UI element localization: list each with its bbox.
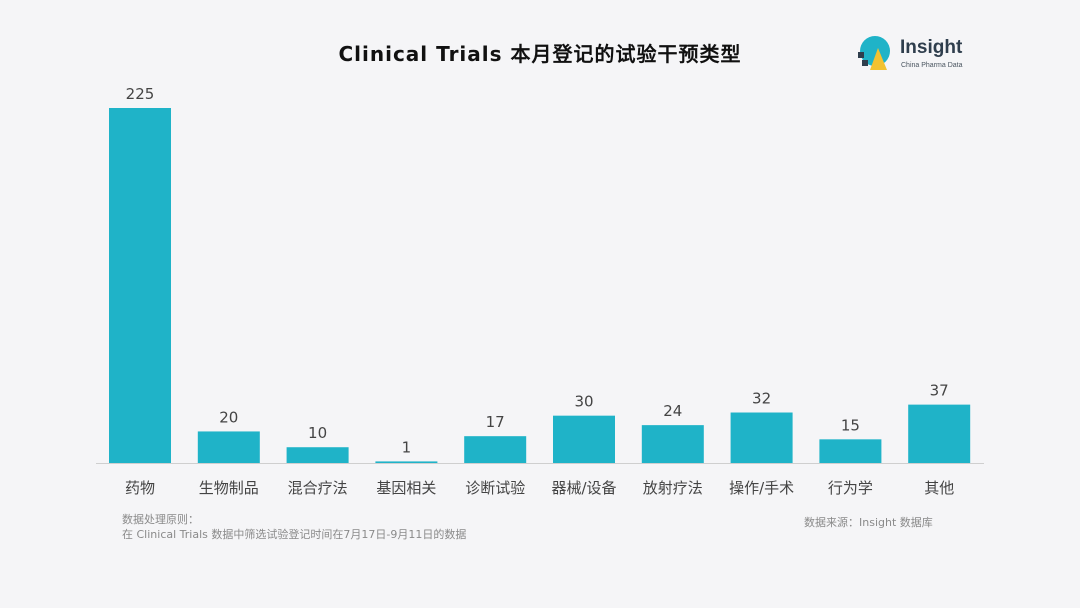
bar-8 (819, 439, 882, 463)
category-label-2: 混合疗法 (288, 479, 348, 497)
data-label-3: 1 (402, 438, 412, 456)
logo-name: Insight (900, 37, 963, 58)
bar-1 (197, 431, 260, 463)
data-label-4: 17 (486, 413, 505, 431)
data-label-1: 20 (219, 408, 238, 426)
category-label-7: 操作/手术 (729, 479, 794, 497)
data-label-6: 24 (663, 402, 682, 420)
category-label-5: 器械/设备 (551, 479, 616, 497)
source-note: 数据来源：Insight 数据库 (804, 516, 933, 529)
category-label-1: 生物制品 (199, 479, 259, 497)
bar-9 (908, 404, 971, 463)
category-label-3: 基因相关 (376, 479, 436, 497)
insight-logo: Insight China Pharma Data (856, 34, 976, 76)
bar-3 (375, 461, 438, 463)
bar-2 (286, 447, 349, 463)
data-label-0: 225 (126, 85, 155, 103)
category-label-9: 其他 (924, 479, 954, 497)
bar-7 (730, 412, 793, 463)
data-label-7: 32 (752, 390, 771, 408)
category-label-6: 放射疗法 (643, 479, 703, 497)
logo-subtitle: China Pharma Data (901, 62, 963, 69)
data-label-9: 37 (930, 382, 949, 400)
bar-4 (464, 436, 527, 463)
category-label-4: 诊断试验 (465, 479, 525, 497)
method-heading: 数据处理原则： (122, 513, 199, 526)
data-label-8: 15 (841, 416, 860, 434)
chart-title: Clinical Trials 本月登记的试验干预类型 (338, 42, 742, 66)
bar-0 (109, 108, 171, 463)
data-label-2: 10 (308, 424, 327, 442)
data-label-5: 30 (574, 393, 593, 411)
bar-5 (553, 415, 615, 463)
category-label-0: 药物 (125, 479, 155, 497)
method-text: 在 Clinical Trials 数据中筛选试验登记时间在7月17日-9月11… (122, 528, 467, 541)
bar-6 (641, 425, 704, 463)
insight-logo-icon (858, 36, 890, 70)
method-note: 数据处理原则： 在 Clinical Trials 数据中筛选试验登记时间在7月… (122, 512, 466, 542)
category-label-8: 行为学 (828, 479, 873, 497)
